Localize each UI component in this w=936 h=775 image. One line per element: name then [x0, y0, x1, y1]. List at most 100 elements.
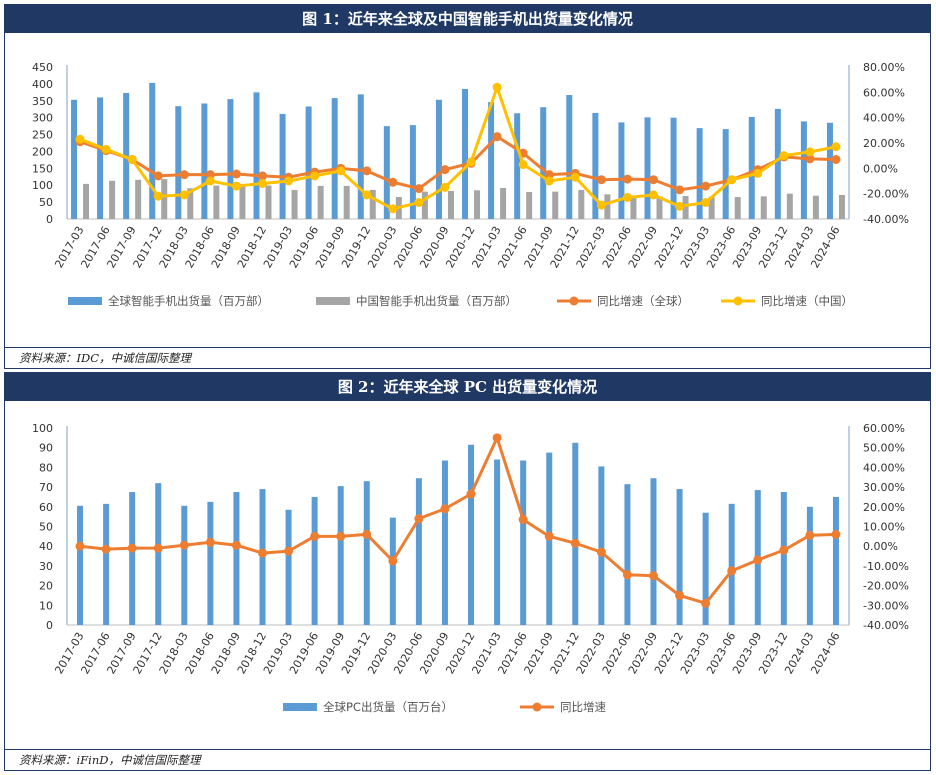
- series-point-0: [805, 154, 815, 164]
- bar-primary: [129, 492, 136, 625]
- bar-secondary: [708, 196, 715, 219]
- series-point-1: [153, 191, 163, 201]
- bar-primary: [806, 506, 813, 625]
- series-point-0: [231, 169, 241, 179]
- bar-secondary: [317, 185, 324, 219]
- bar-primary: [207, 501, 214, 625]
- figure-2-panel: 图 2：近年来全球 PC 出货量变化情况 0 10 20 30 40 50 60 70 80 90…: [4, 372, 931, 771]
- series-point-1: [753, 168, 763, 178]
- bar-secondary: [369, 189, 376, 219]
- bar-primary: [305, 106, 312, 219]
- y-left-tick-label: 150: [32, 162, 53, 175]
- bar-primary: [676, 489, 683, 625]
- bar-primary: [441, 460, 448, 625]
- figure-2-plot: 0 10 20 30 40 50 60 70 80 90 100 -40.00% -30.00% -20.…: [5, 401, 930, 749]
- y-right-tick-label: -20.00%: [863, 188, 909, 201]
- bar-primary: [409, 125, 416, 219]
- bar-primary: [540, 107, 547, 219]
- series-point-0: [675, 185, 685, 195]
- series-point-1: [75, 134, 85, 144]
- bar-secondary: [447, 190, 454, 219]
- bar-primary: [97, 97, 104, 219]
- bar-primary: [383, 126, 390, 219]
- y-left-tick-label: 40: [39, 540, 53, 553]
- series-point-1: [101, 144, 111, 154]
- series-point-0: [805, 530, 815, 540]
- bar-primary: [748, 116, 755, 219]
- y-right-tick-label: 0.00%: [863, 540, 898, 553]
- series-point-1: [388, 204, 398, 214]
- bar-secondary: [239, 183, 246, 219]
- series-point-1: [675, 201, 685, 211]
- y-left-tick-label: 50: [39, 196, 53, 209]
- y-right-tick-label: 20.00%: [863, 501, 905, 514]
- bar-primary: [337, 486, 344, 625]
- bar-secondary: [474, 190, 481, 219]
- bar-primary: [696, 128, 703, 219]
- bar-secondary: [500, 187, 507, 219]
- legend-swatch-marker: [569, 296, 579, 306]
- bar-primary: [363, 481, 370, 625]
- series-point-0: [153, 543, 163, 553]
- figure-2-source: 资料来源：iFinD，中诚信国际整理: [5, 749, 930, 771]
- y-right-tick-label: 60.00%: [863, 422, 905, 435]
- bar-primary: [520, 460, 527, 625]
- bar-primary: [566, 95, 573, 219]
- bar-secondary: [656, 196, 663, 219]
- legend-label: 全球智能手机出货量（百万部）: [108, 294, 269, 308]
- bar-primary: [826, 122, 833, 219]
- series-point-1: [466, 157, 476, 167]
- figure-1-source: 资料来源：IDC，中诚信国际整理: [5, 347, 930, 369]
- y-right-tick-label: -40.00%: [863, 619, 909, 632]
- series-point-0: [179, 540, 189, 550]
- bar-primary: [572, 442, 579, 625]
- y-left-tick-label: 250: [32, 129, 53, 142]
- bar-secondary: [213, 185, 220, 219]
- legend-label: 全球PC出货量（百万台）: [323, 700, 453, 714]
- y-right-tick-label: 40.00%: [863, 112, 905, 125]
- bar-primary: [285, 509, 292, 625]
- bar-primary: [832, 496, 839, 625]
- y-left-tick-label: 50: [39, 521, 53, 534]
- y-right-tick-label: 50.00%: [863, 442, 905, 455]
- series-line-0: [79, 135, 837, 192]
- y-right-tick-label: 0.00%: [863, 162, 898, 175]
- series-point-1: [258, 179, 267, 189]
- series-point-0: [179, 170, 189, 180]
- y-right-tick-label: 20.00%: [863, 137, 905, 150]
- series-point-0: [388, 556, 398, 566]
- series-point-0: [258, 548, 267, 558]
- bar-primary: [357, 94, 364, 219]
- bar-secondary: [187, 188, 194, 219]
- legend-swatch-bar: [68, 297, 102, 305]
- bar-primary: [149, 82, 156, 220]
- bar-secondary: [838, 195, 845, 219]
- bar-secondary: [604, 194, 611, 219]
- y-left-tick-label: 100: [32, 179, 53, 192]
- series-point-0: [753, 555, 763, 565]
- series-point-0: [675, 590, 685, 600]
- y-left-tick-label: 200: [32, 145, 53, 158]
- bar-primary: [331, 98, 338, 219]
- bar-secondary: [630, 196, 637, 219]
- series-point-1: [622, 192, 632, 202]
- bar-primary: [618, 122, 625, 219]
- series-point-0: [205, 537, 215, 547]
- series-point-1: [127, 154, 137, 164]
- series-point-0: [831, 154, 841, 164]
- bar-primary: [435, 99, 442, 219]
- y-right-tick-label: 80.00%: [863, 61, 905, 74]
- series-point-0: [310, 531, 320, 541]
- legend-label: 同比增速: [560, 700, 606, 714]
- y-left-tick-label: 400: [32, 78, 53, 91]
- series-line-0: [79, 436, 837, 605]
- figure-2-title: 图 2：近年来全球 PC 出货量变化情况: [5, 373, 930, 401]
- y-left-tick-label: 0: [46, 619, 53, 632]
- bar-primary: [175, 106, 182, 219]
- bar-primary: [103, 503, 110, 625]
- bar-secondary: [682, 196, 689, 219]
- bar-primary: [462, 88, 469, 219]
- figure-1-chart: 0 50 100 150 200 250 300 350 400 450 -40.00% -20.00…: [32, 61, 909, 308]
- bar-primary: [201, 103, 208, 219]
